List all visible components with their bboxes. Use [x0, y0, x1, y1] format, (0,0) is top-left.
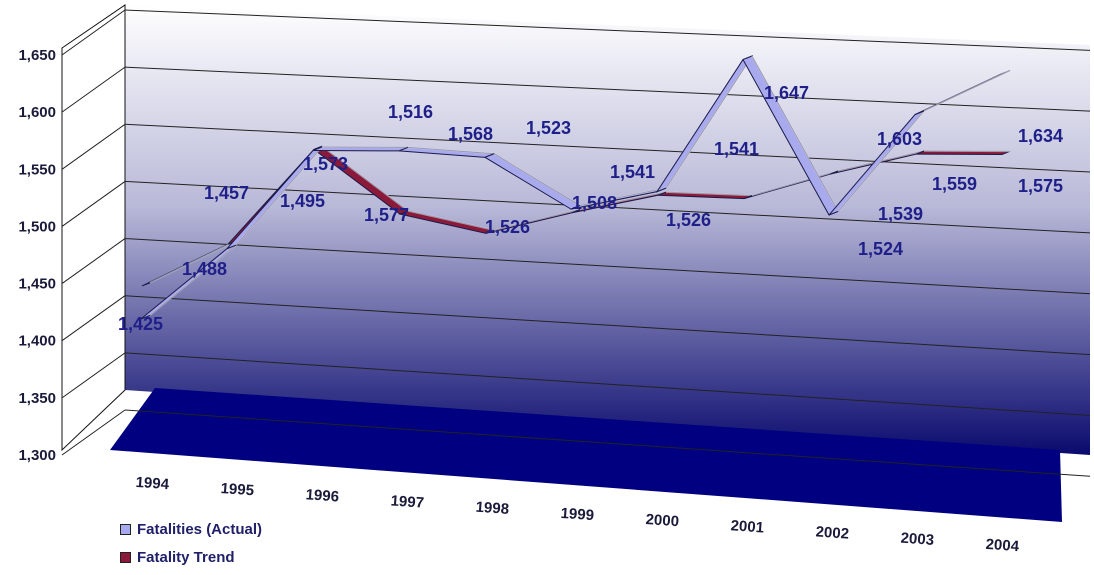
- actual-data-label: 1,603: [877, 129, 922, 149]
- x-tick-label: 1996: [305, 486, 339, 505]
- trend-ribbon-highlight: [407, 210, 495, 231]
- gridline-side: [61, 9, 126, 56]
- gridline: [124, 66, 1091, 112]
- legend-label-actual: Fatalities (Actual): [137, 520, 263, 538]
- gridline: [124, 352, 1091, 416]
- x-tick-label: 2002: [815, 523, 849, 542]
- trend-ribbon-highlight: [751, 170, 839, 197]
- gridline: [124, 9, 1091, 51]
- actual-ribbon-highlight: [665, 55, 753, 189]
- y-tick-label: 1,500: [18, 218, 56, 235]
- trend-data-label: 1,457: [204, 183, 249, 203]
- gridline-side: [61, 238, 126, 284]
- actual-ribbon-highlight: [149, 244, 237, 316]
- trend-ribbon-highlight: [579, 191, 667, 211]
- y-tick-label: 1,400: [18, 333, 56, 350]
- trend-data-label: 1,539: [878, 204, 923, 224]
- trend-data-label: 1,541: [714, 139, 759, 159]
- legend-swatch-actual: [120, 523, 131, 535]
- x-tick-label: 1998: [475, 499, 509, 518]
- actual-data-label: 1,634: [1018, 126, 1063, 146]
- gridline-side: [61, 181, 126, 227]
- trend-data-label: 1,495: [280, 191, 325, 211]
- actual-data-label: 1,568: [448, 124, 493, 144]
- trend-data-label: 1,526: [666, 210, 711, 230]
- trend-ribbon-highlight: [665, 191, 753, 197]
- y-tick-label: 1,450: [18, 276, 56, 293]
- y-tick-label: 1,300: [18, 447, 56, 464]
- trend-ribbon-highlight: [321, 145, 409, 212]
- y-tick-label: 1,600: [18, 104, 56, 121]
- legend: Fatalities (Actual) Fatality Trend: [120, 518, 262, 574]
- actual-data-label: 1,425: [118, 314, 163, 334]
- actual-data-label: 1,524: [858, 239, 903, 259]
- x-tick-label: 2000: [645, 511, 679, 530]
- actual-ribbon-highlight: [493, 153, 581, 207]
- actual-ribbon-highlight: [923, 69, 1011, 112]
- chart-floor: [110, 388, 1062, 522]
- legend-item-actual: Fatalities (Actual): [120, 518, 262, 540]
- actual-ribbon-highlight: [235, 146, 323, 246]
- legend-item-trend: Fatality Trend: [120, 546, 262, 568]
- actual-ribbon-highlight: [751, 55, 839, 212]
- gridline: [124, 238, 1091, 295]
- gridline-side: [61, 66, 126, 113]
- gridline-side: [61, 295, 126, 342]
- actual-ribbon-highlight: [579, 187, 667, 207]
- actual-data-label: 1,526: [485, 217, 530, 237]
- actual-data-label: 1,541: [610, 162, 655, 182]
- trend-data-label: 1,559: [932, 174, 977, 194]
- trend-ribbon-highlight: [149, 240, 237, 284]
- chart-back-wall: [125, 5, 1090, 455]
- actual-data-label: 1,488: [182, 259, 227, 279]
- gridline: [124, 409, 1091, 477]
- x-tick-label: 2004: [985, 536, 1020, 555]
- trend-data-label: 1,575: [1018, 176, 1063, 196]
- trend-data-label: 1,523: [526, 118, 571, 138]
- x-tick-label: 1999: [560, 505, 594, 524]
- x-tick-label: 2001: [730, 517, 764, 536]
- gridline-side: [61, 123, 126, 170]
- actual-data-label: 1,647: [764, 83, 809, 103]
- actual-data-label: 1,516: [388, 102, 433, 122]
- trend-data-label: 1,508: [572, 193, 617, 213]
- trend-data-label: 1,577: [364, 205, 409, 225]
- legend-swatch-trend: [120, 551, 131, 563]
- chart-side-wall: [61, 4, 126, 452]
- gridline-side: [61, 352, 126, 399]
- legend-label-trend: Fatality Trend: [137, 548, 235, 566]
- actual-ribbon-highlight: [837, 110, 925, 212]
- x-tick-label: 2003: [900, 530, 934, 549]
- gridline: [124, 123, 1091, 173]
- y-tick-label: 1,650: [18, 47, 56, 64]
- x-tick-label: 1995: [220, 480, 254, 499]
- gridline: [124, 295, 1091, 356]
- actual-data-label: 1,573: [303, 154, 348, 174]
- x-tick-label: 1997: [390, 492, 424, 511]
- y-tick-label: 1,550: [18, 161, 56, 178]
- trend-ribbon-highlight: [493, 208, 581, 231]
- actual-ribbon-highlight: [407, 146, 495, 155]
- gridline-side: [61, 409, 126, 456]
- x-tick-label: 1994: [135, 474, 170, 493]
- gridline: [124, 180, 1091, 234]
- y-tick-label: 1,350: [18, 390, 56, 407]
